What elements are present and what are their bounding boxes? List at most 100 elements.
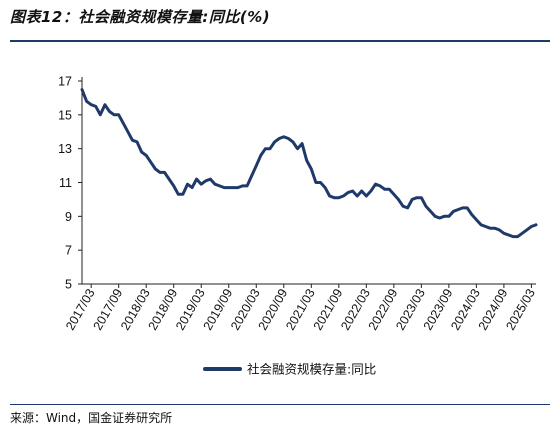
legend-label: 社会融资规模存量:同比: [247, 362, 376, 377]
data-point: [227, 186, 230, 189]
data-point: [136, 141, 139, 144]
data-point: [154, 168, 157, 171]
y-tick-label: 5: [65, 278, 72, 292]
data-point: [525, 229, 528, 232]
y-tick-label: 9: [65, 210, 72, 224]
y-tick-label: 7: [65, 244, 72, 258]
data-point: [108, 110, 111, 113]
data-point: [163, 171, 166, 174]
data-point: [493, 227, 496, 230]
data-point: [99, 113, 102, 116]
data-point: [246, 185, 249, 188]
data-point: [374, 183, 377, 186]
y-tick-label: 17: [58, 75, 72, 89]
data-point: [360, 190, 363, 193]
data-point: [443, 215, 446, 218]
data-point: [145, 154, 148, 157]
data-point: [273, 141, 276, 144]
y-tick-label: 15: [58, 108, 72, 122]
series-layer: [80, 88, 538, 239]
data-point: [466, 207, 469, 210]
data-point: [452, 210, 455, 213]
data-point: [521, 232, 524, 235]
data-point: [209, 178, 212, 181]
data-point: [186, 183, 189, 186]
y-axis: 5 7 9 11 13 15 17: [58, 75, 83, 292]
data-point: [480, 223, 483, 226]
data-point: [415, 196, 418, 199]
data-point: [425, 205, 428, 208]
chart-title: 图表12：社会融资规模存量:同比(%): [10, 8, 271, 26]
data-point: [177, 193, 180, 196]
data-point: [411, 198, 414, 201]
data-point: [200, 183, 203, 186]
data-point: [530, 225, 533, 228]
data-point: [122, 122, 125, 125]
data-point: [328, 195, 331, 198]
data-point: [489, 227, 492, 230]
data-point: [342, 195, 345, 198]
data-point: [287, 137, 290, 140]
data-point: [255, 164, 258, 167]
x-axis: 2017/032017/092018/032018/092019/032019/…: [63, 283, 538, 333]
data-point: [182, 193, 185, 196]
data-point: [351, 190, 354, 193]
data-point: [168, 178, 171, 181]
data-point: [337, 196, 340, 199]
data-point: [131, 139, 134, 142]
data-point: [113, 113, 116, 116]
data-point: [172, 185, 175, 188]
data-point: [310, 168, 313, 171]
data-point: [237, 186, 240, 189]
legend: 社会融资规模存量:同比: [203, 362, 376, 377]
data-point: [140, 151, 143, 154]
data-point: [319, 181, 322, 184]
data-point: [264, 147, 267, 150]
data-point: [516, 235, 519, 238]
data-point: [191, 186, 194, 189]
data-point: [388, 188, 391, 191]
data-point: [232, 186, 235, 189]
data-point: [356, 195, 359, 198]
data-point: [204, 179, 207, 182]
data-point: [278, 137, 281, 140]
y-tick-label: 13: [58, 142, 72, 156]
data-point: [81, 88, 84, 91]
data-point: [324, 186, 327, 189]
data-point: [535, 223, 538, 226]
data-point: [301, 142, 304, 145]
data-point: [475, 218, 478, 221]
data-point: [296, 147, 299, 150]
title-underline: [10, 40, 550, 42]
data-point: [127, 130, 130, 133]
data-point: [90, 103, 93, 106]
data-point: [365, 195, 368, 198]
data-point: [333, 196, 336, 199]
data-point: [461, 207, 464, 210]
data-point: [117, 113, 120, 116]
data-point: [159, 171, 162, 174]
data-point: [434, 215, 437, 218]
data-point: [149, 161, 152, 164]
data-point: [315, 181, 318, 184]
data-point: [104, 103, 107, 106]
data-point: [214, 183, 217, 186]
data-point: [498, 229, 501, 232]
data-point: [484, 225, 487, 228]
data-point: [241, 185, 244, 188]
y-tick-label: 11: [59, 176, 72, 190]
data-point: [402, 205, 405, 208]
data-point: [292, 141, 295, 144]
data-point: [429, 210, 432, 213]
data-point: [397, 198, 400, 201]
data-point: [259, 154, 262, 157]
series-line: [80, 88, 538, 239]
data-point: [195, 178, 198, 181]
data-point: [370, 190, 373, 193]
data-point: [218, 185, 221, 188]
data-point: [420, 196, 423, 199]
source-note: 来源：Wind，国金证券研究所: [10, 411, 173, 425]
data-point: [503, 232, 506, 235]
data-point: [347, 191, 350, 194]
